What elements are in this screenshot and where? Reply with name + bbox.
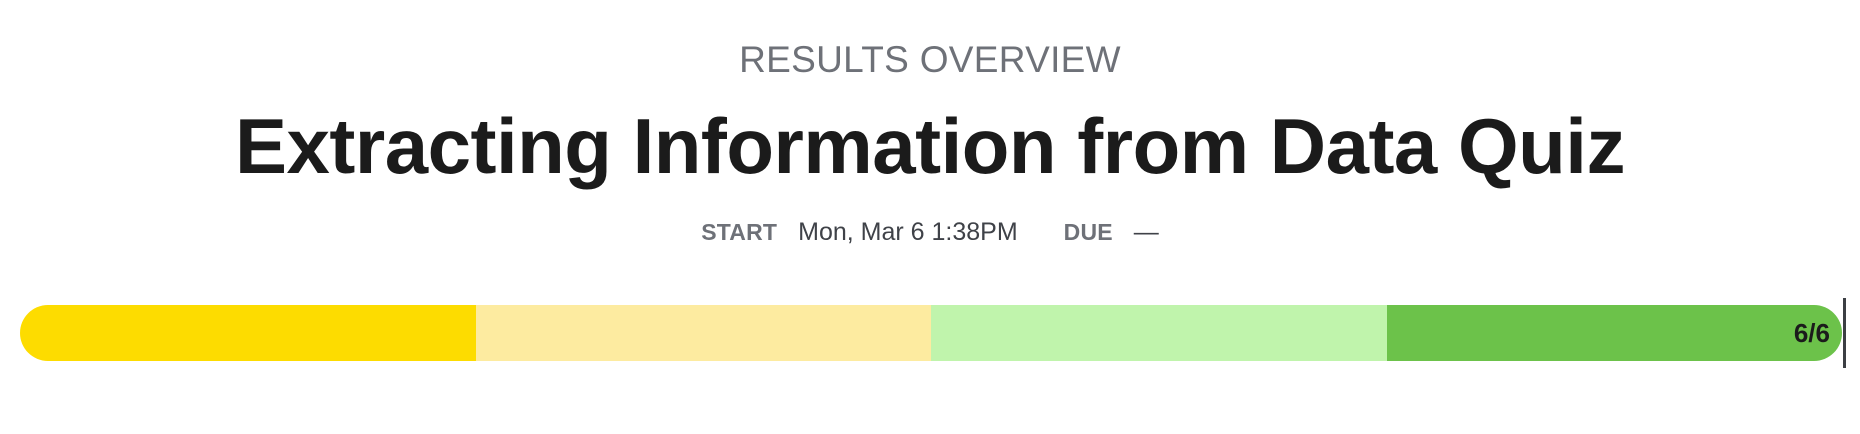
start-info: START Mon, Mar 6 1:38PM <box>701 216 1017 248</box>
due-value: — <box>1133 218 1159 246</box>
due-label: DUE <box>1063 219 1113 245</box>
start-label: START <box>701 219 778 245</box>
quiz-meta: START Mon, Mar 6 1:38PM DUE — <box>0 216 1860 248</box>
page-overline: RESULTS OVERVIEW <box>739 39 1121 80</box>
start-value: Mon, Mar 6 1:38PM <box>798 218 1018 246</box>
progress-segment <box>475 305 931 361</box>
progress-segment <box>1386 305 1842 361</box>
due-info: DUE — <box>1064 216 1159 248</box>
progress-segment <box>20 305 476 361</box>
results-progress-bar <box>20 305 1842 361</box>
progress-count: 6/6 <box>1793 318 1830 348</box>
progress-segment <box>931 305 1387 361</box>
page-title: Extracting Information from Data Quiz <box>235 102 1625 190</box>
progress-end-marker <box>1843 298 1846 368</box>
